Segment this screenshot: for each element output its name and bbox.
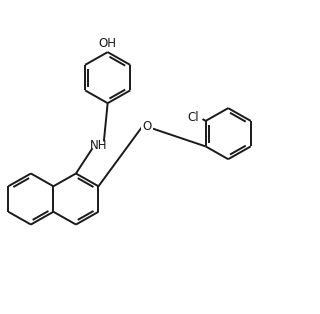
Text: OH: OH — [99, 37, 117, 50]
Text: Cl: Cl — [187, 111, 199, 124]
Text: O: O — [143, 120, 152, 133]
Text: NH: NH — [89, 139, 107, 152]
